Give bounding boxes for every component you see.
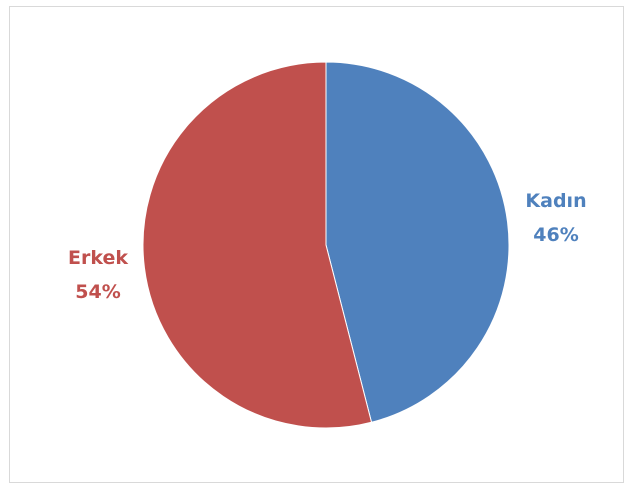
slice-label-name-erkek: Erkek [68,247,128,269]
pie-slice-erkek [142,61,373,429]
pie-slice-kadin [325,61,510,423]
slice-label-value-erkek: 54% [75,281,120,303]
pie-slices [142,61,510,429]
slice-label-value-kadin: 46% [533,224,578,246]
slice-label-name-kadin: Kadın [525,190,586,212]
